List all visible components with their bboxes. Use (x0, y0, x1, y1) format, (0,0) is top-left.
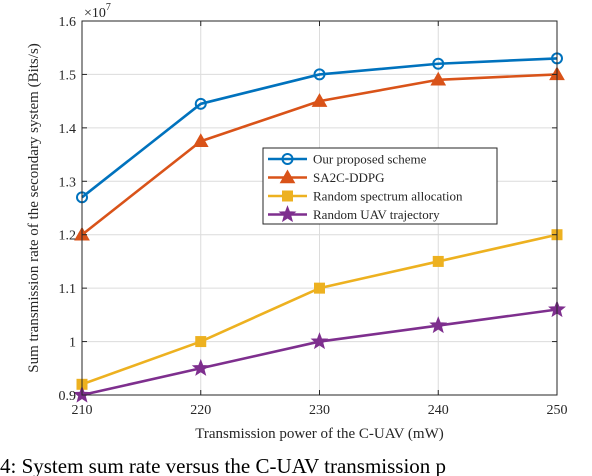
data-point (310, 332, 329, 350)
x-tick-label: 240 (428, 403, 449, 418)
x-axis-label: Transmission power of the C-UAV (mW) (195, 426, 443, 442)
x-tick-label: 210 (72, 403, 93, 418)
data-point (195, 336, 207, 348)
data-point (429, 316, 448, 334)
data-point (313, 68, 326, 81)
y-multiplier: ×107 (84, 2, 111, 21)
y-tick-label: 0.9 (59, 389, 77, 404)
y-tick-label: 1.2 (59, 229, 77, 244)
data-point (430, 71, 447, 86)
y-tick-label: 1.3 (59, 175, 77, 190)
legend-label: Random spectrum allocation (313, 189, 463, 204)
y-tick-label: 1.1 (59, 282, 77, 297)
data-point (314, 282, 325, 294)
y-multiplier-exponent: 7 (106, 2, 111, 13)
legend-label: Our proposed scheme (313, 152, 427, 167)
legend: Our proposed scheme SA2C-DDPG Random spect… (262, 147, 498, 225)
x-tick-label: 230 (309, 403, 330, 418)
legend-marker (282, 190, 293, 202)
y-tick-label: 1.4 (59, 122, 77, 137)
x-tick-label: 250 (547, 403, 568, 418)
legend-entry: Random spectrum allocation (268, 189, 463, 204)
y-tick-label: 1.5 (59, 68, 77, 83)
legend-marker (279, 169, 296, 184)
y-axis-label: Sum transmission rate of the secondary s… (26, 43, 42, 373)
figure-caption: 4: System sum rate versus the C-UAV tran… (0, 454, 446, 476)
legend-label: Random UAV trajectory (313, 207, 440, 222)
legend-entry: SA2C-DDPG (268, 169, 385, 185)
legend-entry: Random UAV trajectory (268, 205, 440, 223)
data-point (192, 133, 209, 147)
data-point (311, 93, 328, 107)
legend-label: SA2C-DDPG (313, 170, 385, 185)
legend-entry: Our proposed scheme (268, 152, 427, 167)
axes: 210 220 230 240 250 0.9 1 1.1 1.2 1.3 1.4 1.5 1.6 (59, 15, 568, 418)
legend-box (262, 147, 498, 225)
data-point (194, 97, 207, 110)
x-tick-label: 220 (190, 403, 211, 418)
y-multiplier-base: ×10 (84, 6, 106, 21)
y-tick-label: 1 (69, 336, 76, 351)
data-point (191, 358, 210, 376)
data-point (432, 255, 444, 267)
series-line (81, 57, 558, 199)
y-tick-label: 1.6 (59, 15, 77, 30)
legend-marker (281, 153, 294, 165)
legend-marker (278, 205, 297, 223)
series-1 (74, 66, 565, 241)
data-point (432, 57, 445, 70)
